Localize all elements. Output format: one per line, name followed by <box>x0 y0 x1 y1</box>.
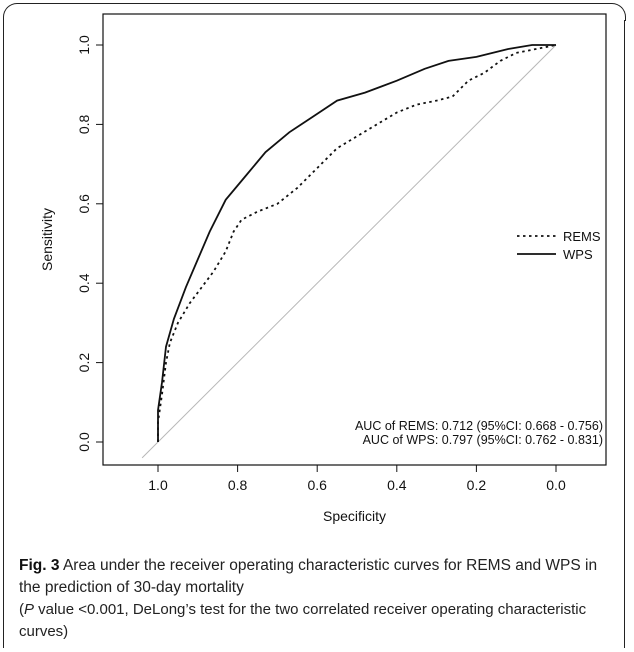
y-tick-label: 0.0 <box>76 432 92 452</box>
figure-caption: Fig. 3 Area under the receiver operating… <box>19 555 619 643</box>
note-text: value <0.001, DeLong’s test for the two … <box>19 601 587 640</box>
figure-label: Fig. 3 <box>19 557 60 574</box>
y-tick-label: 0.2 <box>76 353 92 373</box>
x-tick-label: 0.8 <box>228 477 248 493</box>
note-open-paren: ( <box>19 601 24 618</box>
series-line-wps <box>157 44 556 442</box>
diagonal-reference-line <box>141 44 557 459</box>
auc-annotations: AUC of REMS: 0.712 (95%CI: 0.668 - 0.756… <box>355 419 603 447</box>
caption-note: (P value <0.001, DeLong’s test for the t… <box>19 601 586 640</box>
y-tick-label: 1.0 <box>76 35 92 55</box>
frame-corner <box>3 3 21 21</box>
note-p-italic: P <box>24 601 35 618</box>
series-line-rems <box>157 44 557 442</box>
reference-line-layer <box>141 44 557 459</box>
legend: REMS WPS <box>517 229 601 262</box>
y-tick-label: 0.4 <box>76 273 92 293</box>
x-tick-label: 0.2 <box>467 477 487 493</box>
legend-label-wps: WPS <box>563 247 593 262</box>
y-tick-label: 0.6 <box>76 194 92 214</box>
x-tick-label: 0.0 <box>546 477 566 493</box>
x-axis: 1.0 0.8 0.6 0.4 0.2 0.0 <box>148 464 566 493</box>
y-tick-label: 0.8 <box>76 114 92 134</box>
auc-annotation: AUC of WPS: 0.797 (95%CI: 0.762 - 0.831) <box>363 433 603 447</box>
caption-text: Area under the receiver operating charac… <box>19 557 598 596</box>
roc-chart: 1.0 0.8 0.6 0.4 0.2 0.0 0.0 0.2 0.4 0.6 0.8 1.0 Sp… <box>39 13 607 524</box>
x-tick-label: 1.0 <box>148 477 168 493</box>
series-layer <box>157 44 557 442</box>
legend-label-rems: REMS <box>563 229 601 244</box>
plot-area-border <box>102 13 607 466</box>
x-tick-label: 0.6 <box>307 477 327 493</box>
x-axis-title: Specificity <box>323 508 386 524</box>
frame-right-border <box>624 20 625 648</box>
frame-top-border <box>20 3 610 4</box>
y-axis: 0.0 0.2 0.4 0.6 0.8 1.0 <box>76 35 104 452</box>
x-tick-label: 0.4 <box>387 477 407 493</box>
y-axis-title: Sensitivity <box>39 208 55 271</box>
auc-annotation: AUC of REMS: 0.712 (95%CI: 0.668 - 0.756… <box>355 419 603 433</box>
frame-left-border <box>3 20 4 648</box>
